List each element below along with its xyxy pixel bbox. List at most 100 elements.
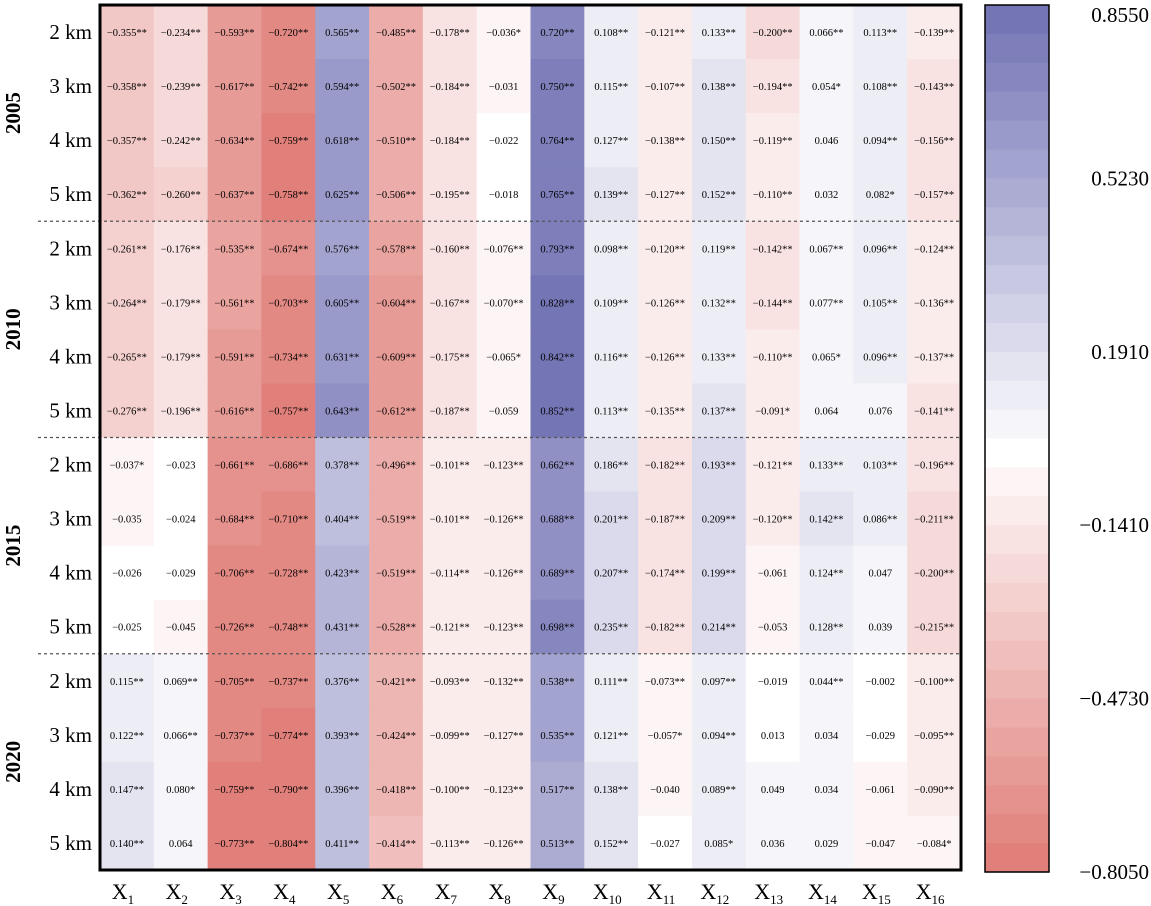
cell-value-label: 0.214**: [702, 623, 736, 634]
row-label: 5 km: [49, 182, 92, 206]
heatmap-cell: [315, 5, 370, 60]
cell-value-label: −0.026: [112, 569, 142, 580]
heatmap-cell: [853, 275, 908, 330]
cell-value-label: 0.235**: [594, 623, 628, 634]
cell-value-label: 0.199**: [702, 569, 736, 580]
heatmap-cell: [799, 545, 854, 601]
cell-value-label: 0.097**: [702, 677, 736, 688]
heatmap-cell: [799, 815, 854, 871]
heatmap-cell: [907, 491, 962, 547]
heatmap-cell: [691, 815, 747, 871]
heatmap-cell: [207, 491, 262, 547]
colorbar-tick-label: −0.8050: [1079, 860, 1149, 884]
cell-value-label: 0.108**: [863, 82, 897, 93]
cell-value-label: −0.126**: [484, 839, 524, 850]
heatmap-cell: [584, 221, 639, 276]
cell-value-label: −0.196**: [914, 461, 954, 472]
cell-value-label: 0.764**: [540, 136, 574, 147]
cell-value-label: −0.061: [866, 785, 896, 796]
heatmap-cell: [638, 59, 693, 114]
cell-value-label: −0.684**: [215, 515, 255, 526]
heatmap-cell: [153, 653, 209, 709]
heatmap-cell: [691, 329, 747, 384]
cell-value-label: −0.617**: [215, 82, 255, 93]
heatmap-cell: [315, 113, 370, 168]
cell-value-label: 0.152**: [702, 190, 736, 201]
heatmap-cell: [638, 707, 693, 763]
cell-value-label: 0.109**: [594, 298, 628, 309]
cell-value-label: −0.139**: [914, 28, 954, 39]
cell-value-label: −0.101**: [430, 515, 470, 526]
cell-value-label: −0.121**: [430, 623, 470, 634]
heatmap-cell: [638, 383, 693, 438]
heatmap-cell: [153, 275, 209, 330]
heatmap-cell: [369, 167, 424, 222]
heatmap-cell: [261, 761, 316, 817]
column-label: X12: [700, 879, 729, 906]
cell-value-label: 0.108**: [594, 28, 628, 39]
cell-value-label: 0.793**: [540, 244, 574, 255]
colorbar-step: [985, 785, 1049, 815]
heatmap-cell: [261, 221, 316, 276]
cell-value-label: −0.142**: [753, 244, 793, 255]
cell-value-label: −0.414**: [376, 839, 416, 850]
row-label: 5 km: [49, 831, 92, 855]
row-label: 5 km: [49, 398, 92, 422]
heatmap-cell: [799, 5, 854, 60]
heatmap-cell: [369, 599, 424, 655]
heatmap-cell: [691, 275, 747, 330]
heatmap-cell: [530, 5, 585, 60]
heatmap-cell: [207, 275, 262, 330]
cell-value-label: −0.090**: [914, 785, 954, 796]
heatmap-cell: [799, 653, 854, 709]
cell-value-label: −0.119**: [753, 136, 793, 147]
year-label: 2005: [1, 92, 25, 134]
heatmap-cell: [853, 329, 908, 384]
heatmap-cell: [530, 707, 585, 763]
heatmap-cell: [315, 599, 370, 655]
heatmap-cell: [100, 275, 155, 330]
heatmap-cell: [638, 5, 693, 60]
heatmap-cell: [853, 707, 908, 763]
cell-value-label: 0.039: [868, 623, 892, 634]
heatmap-cell: [691, 761, 747, 817]
cell-value-label: −0.774**: [268, 731, 308, 742]
heatmap-cell: [207, 167, 262, 222]
cell-value-label: −0.035: [112, 515, 142, 526]
cell-value-label: 0.080*: [166, 785, 195, 796]
heatmap-cell: [476, 815, 531, 871]
cell-value-label: −0.100**: [430, 785, 470, 796]
cell-value-label: −0.123**: [484, 461, 524, 472]
cell-value-label: −0.720**: [268, 28, 308, 39]
heatmap-cell: [369, 275, 424, 330]
heatmap-cell: [476, 221, 531, 276]
heatmap-cell: [207, 815, 262, 871]
cell-value-label: −0.138**: [645, 136, 685, 147]
heatmap-cell: [422, 113, 478, 168]
cell-value-label: 0.152**: [594, 839, 628, 850]
cell-value-label: −0.187**: [645, 515, 685, 526]
cell-value-label: 0.625**: [325, 190, 359, 201]
heatmap-cell: [476, 113, 531, 168]
colorbar-frame: [984, 4, 1050, 873]
cell-value-label: −0.485**: [376, 28, 416, 39]
cell-value-label: −0.099**: [430, 731, 470, 742]
heatmap-cell: [476, 167, 531, 222]
heatmap-cell: [369, 5, 424, 60]
row-label: 4 km: [49, 777, 92, 801]
row-label: 3 km: [49, 723, 92, 747]
heatmap-cell: [745, 761, 801, 817]
heatmap-cell: [853, 167, 908, 222]
cell-value-label: −0.093**: [430, 677, 470, 688]
heatmap-cell: [315, 545, 370, 601]
cell-value-label: −0.174**: [645, 569, 685, 580]
cell-value-label: 0.121**: [594, 731, 628, 742]
cell-value-label: −0.176**: [161, 244, 201, 255]
heatmap-cell: [638, 221, 693, 276]
cell-value-label: 0.140**: [110, 839, 144, 850]
column-label: X9: [542, 879, 564, 906]
cell-value-label: −0.200**: [753, 28, 793, 39]
heatmap-cell: [369, 329, 424, 384]
cell-value-label: 0.066**: [809, 28, 843, 39]
heatmap-cell: [207, 653, 262, 709]
